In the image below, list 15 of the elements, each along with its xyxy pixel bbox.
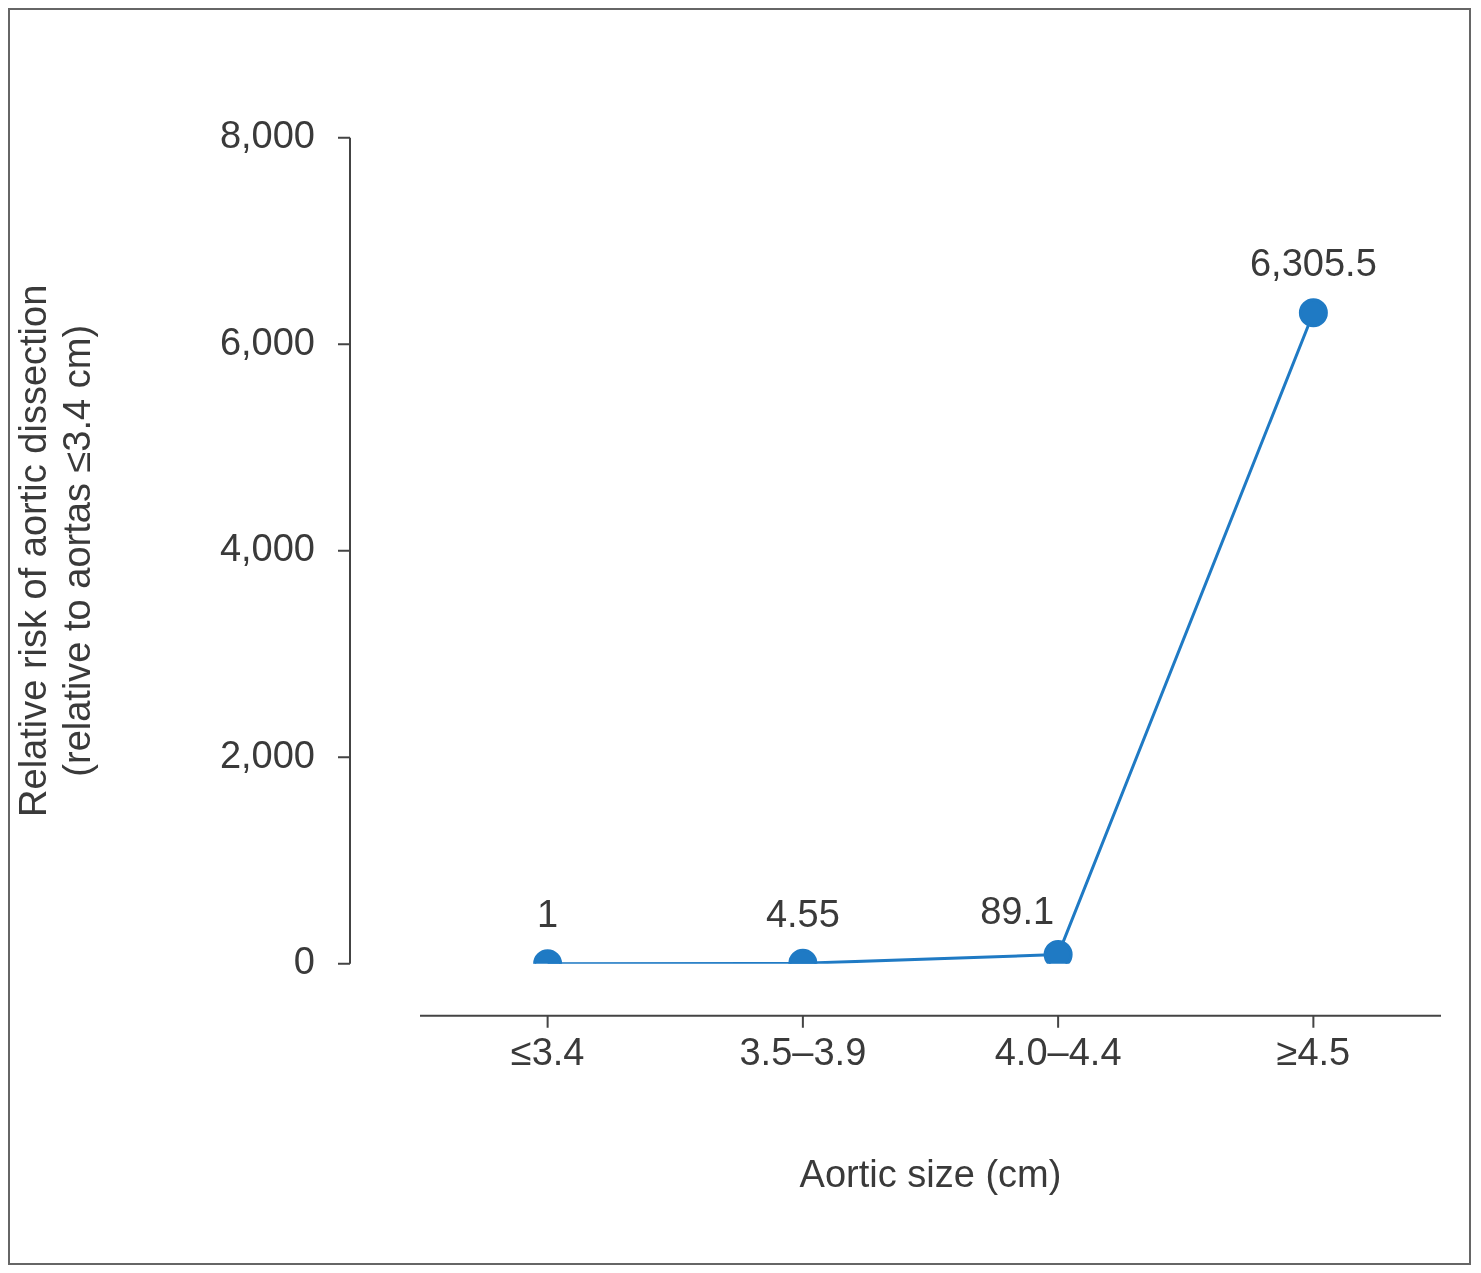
x-tick-label: 3.5–3.9: [739, 1031, 867, 1074]
y-tick-label: 8,000: [219, 114, 315, 157]
x-tick-label: 4.0–4.4: [994, 1031, 1122, 1074]
y-tick-label: 4,000: [219, 527, 315, 570]
y-axis-title: Relative risk of aortic dissection (relative to aortas ≤3.4 cm): [12, 284, 99, 817]
x-tick-label: ≥4.5: [1276, 1031, 1351, 1074]
data-label: 89.1: [980, 890, 1055, 933]
x-tick-label: ≤3.4: [510, 1031, 585, 1074]
data-label: 1: [537, 893, 559, 936]
data-label: 6,305.5: [1249, 242, 1377, 285]
y-tick-label: 6,000: [219, 320, 315, 363]
y-tick-label: 0: [293, 940, 315, 983]
x-axis-title: Aortic size (cm): [799, 1152, 1062, 1195]
data-label: 4.55: [765, 892, 840, 935]
y-tick-label: 2,000: [219, 733, 315, 776]
